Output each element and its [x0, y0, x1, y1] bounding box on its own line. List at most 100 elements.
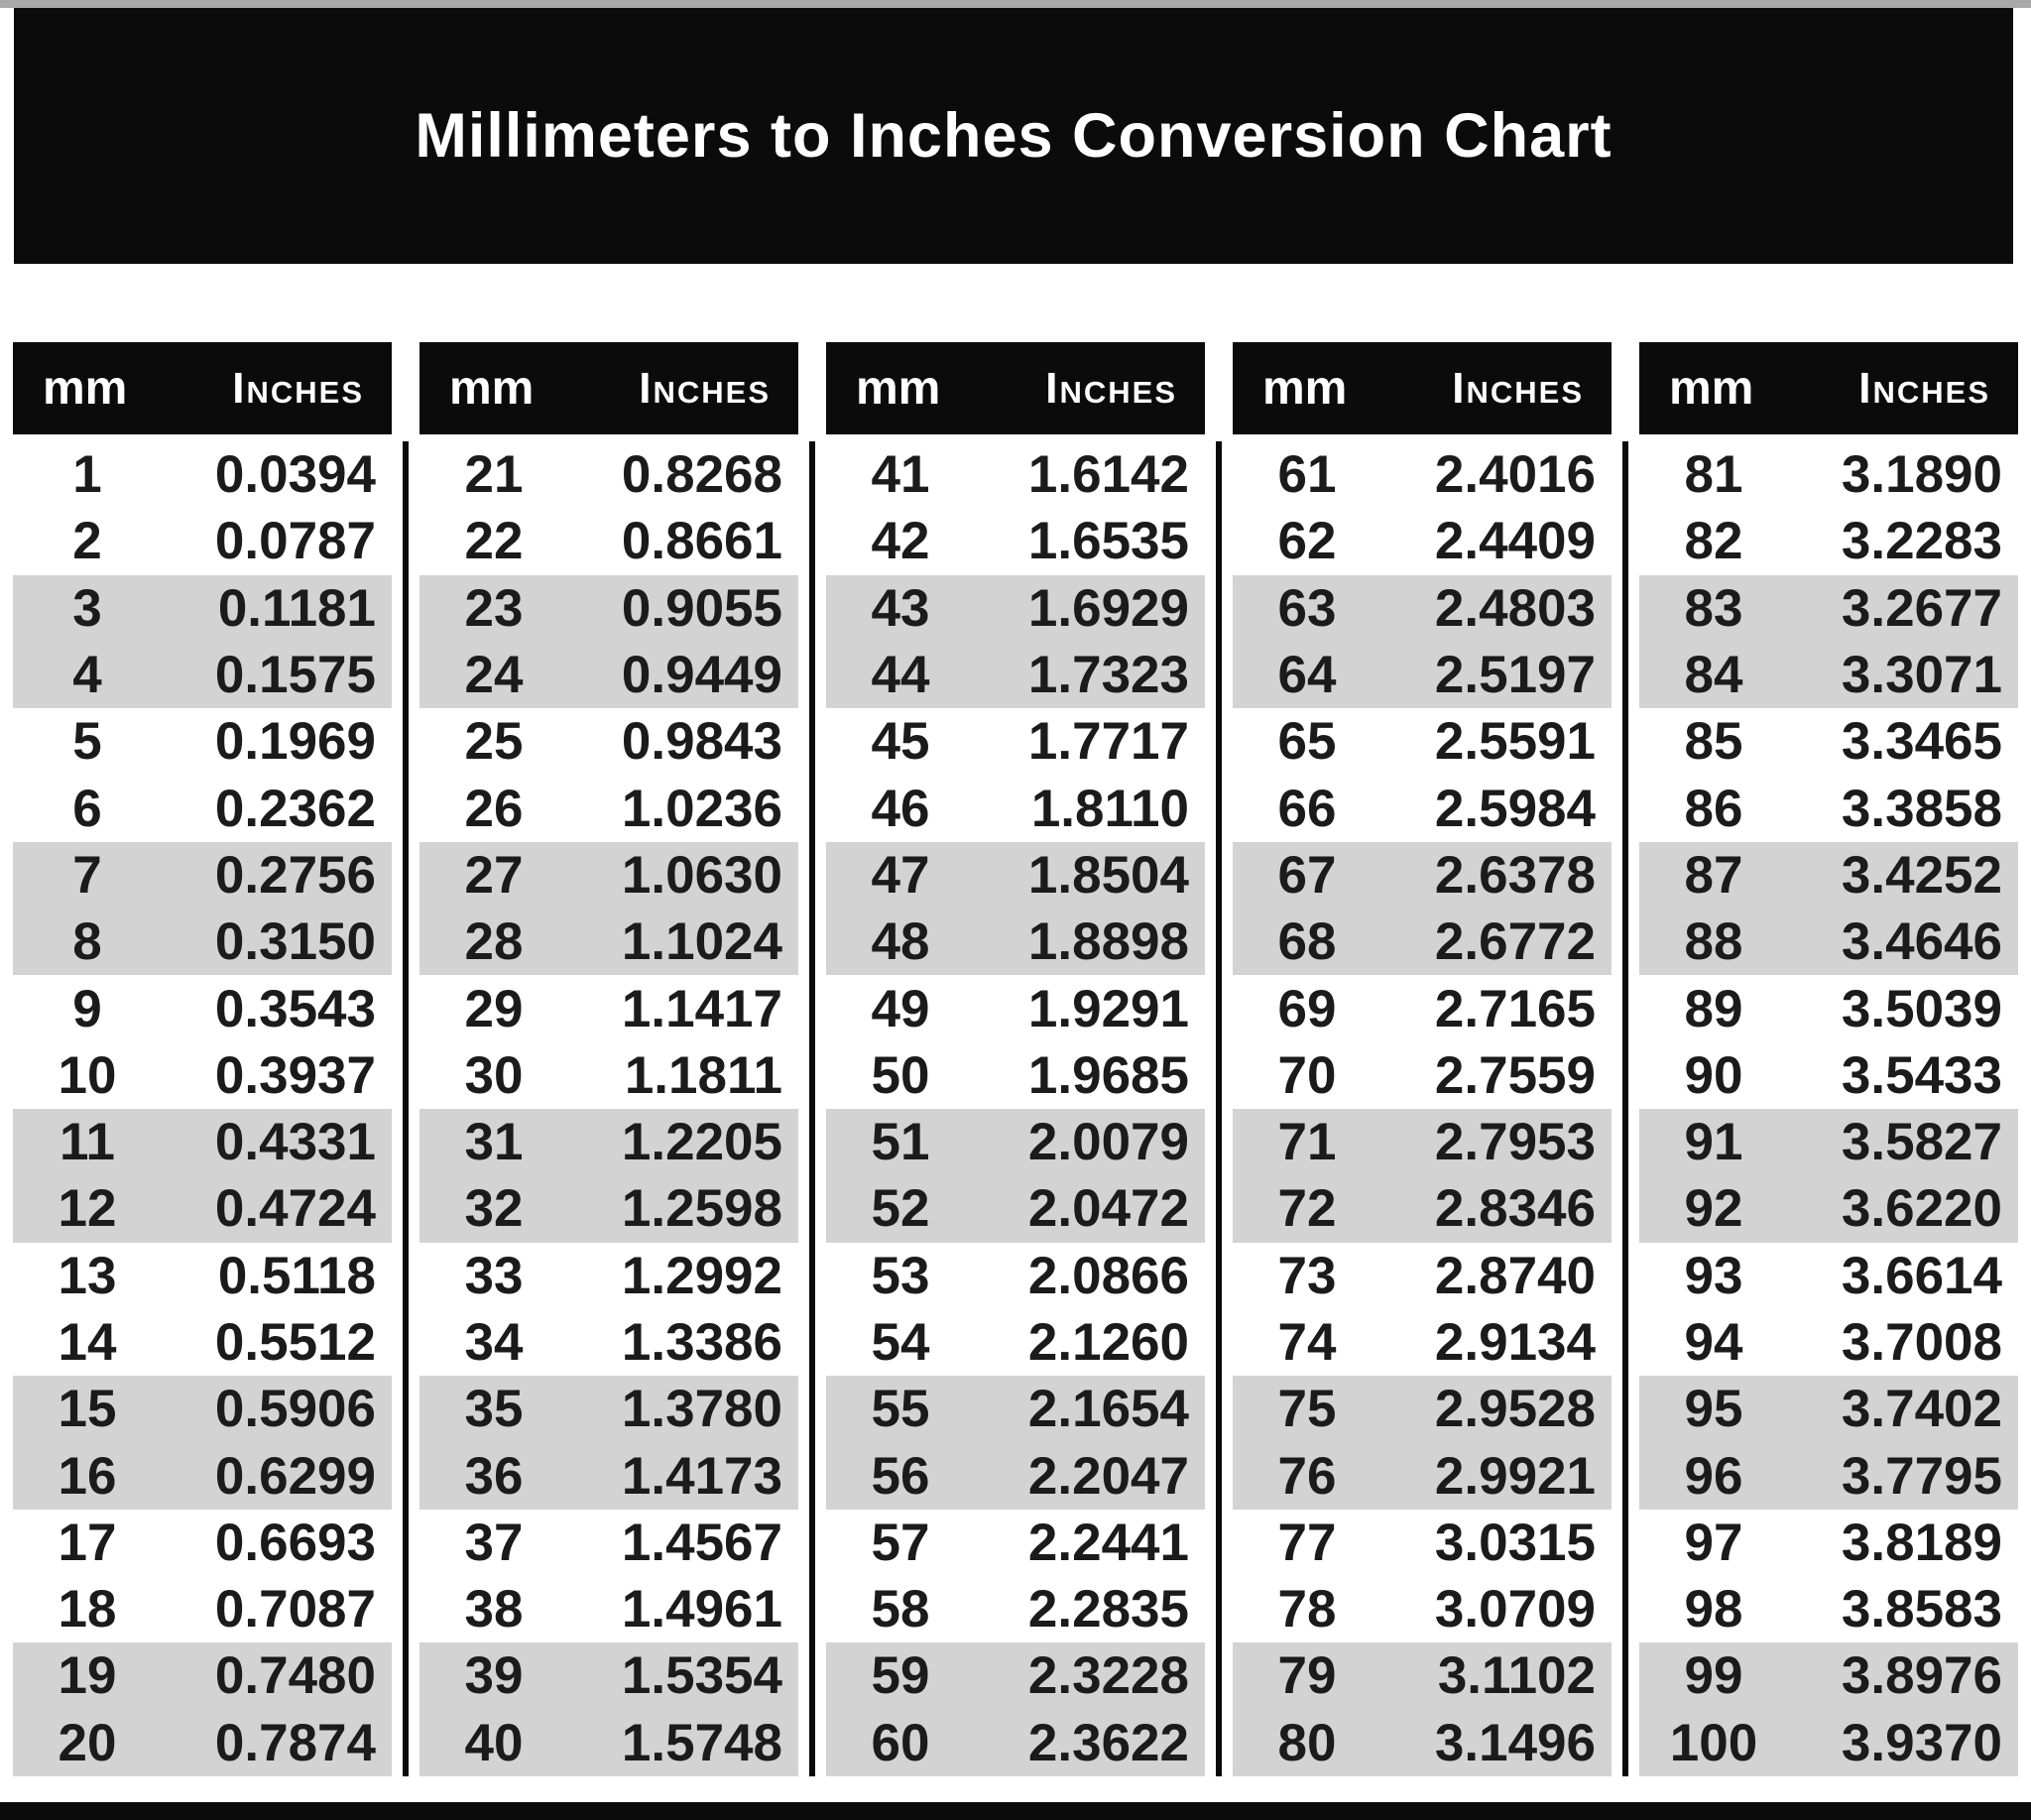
mm-value: 23	[464, 578, 524, 638]
inches-value: 0.1969	[214, 712, 376, 772]
table-row: 38 1.4961	[419, 1576, 798, 1642]
mm-value: 4	[72, 646, 102, 705]
mm-value: 81	[1684, 445, 1743, 505]
mm-value: 75	[1277, 1380, 1337, 1439]
inches-value: 1.0630	[621, 845, 782, 905]
table-row: 51 2.0079	[826, 1108, 1205, 1176]
table-row: 24 0.9449	[419, 641, 798, 709]
mm-value: 7	[72, 845, 102, 905]
mm-value: 27	[464, 845, 524, 905]
mm-value: 47	[871, 845, 930, 905]
mm-column-header: mm	[856, 362, 941, 415]
table-row: 17 0.6693	[13, 1510, 392, 1576]
inches-value: 0.2756	[214, 845, 376, 905]
inches-value: 1.8504	[1027, 845, 1189, 905]
table-row: 81 3.1890	[1639, 441, 2018, 508]
mm-value: 3	[72, 578, 102, 638]
title-banner: Millimeters to Inches Conversion Chart	[14, 8, 2013, 264]
table-row: 86 3.3858	[1639, 775, 2018, 841]
table-row: 14 0.5512	[13, 1309, 392, 1376]
inches-value: 3.9370	[1841, 1713, 2002, 1772]
inches-column-header: Inches	[1045, 363, 1177, 413]
table-row: 89 3.5039	[1639, 975, 2018, 1041]
mm-value: 80	[1277, 1713, 1337, 1772]
table-row: 71 2.7953	[1233, 1108, 1612, 1176]
table-row: 4 0.1575	[13, 641, 392, 709]
table-row: 99 3.8976	[1639, 1642, 2018, 1710]
inches-column-header: Inches	[1452, 363, 1584, 413]
group-header: mm Inches	[826, 342, 1205, 434]
inches-value: 0.1575	[214, 646, 376, 705]
table-row: 97 3.8189	[1639, 1510, 2018, 1576]
inches-value: 3.8189	[1841, 1513, 2002, 1572]
inches-value: 0.5906	[214, 1380, 376, 1439]
table-row: 40 1.5748	[419, 1709, 798, 1776]
inches-value: 0.2362	[214, 779, 376, 838]
table-row: 93 3.6614	[1639, 1243, 2018, 1309]
inches-value: 0.5118	[217, 1246, 376, 1305]
table-row: 8 0.3150	[13, 909, 392, 976]
mm-value: 89	[1684, 979, 1743, 1038]
inches-value: 1.4567	[621, 1513, 782, 1572]
mm-value: 92	[1684, 1179, 1743, 1239]
group-rows: 41 1.6142 42 1.6535 43 1.6929 44 1.7323 …	[826, 441, 1205, 1776]
mm-value: 90	[1684, 1045, 1743, 1105]
table-row: 46 1.8110	[826, 775, 1205, 841]
table-row: 76 2.9921	[1233, 1442, 1612, 1510]
mm-value: 66	[1277, 779, 1337, 838]
inches-value: 3.5039	[1841, 979, 2002, 1038]
column-groups: mm Inches 1 0.0394 2 0.0787 3 0.1181 4 0…	[13, 342, 2018, 1776]
mm-value: 73	[1277, 1246, 1337, 1305]
mm-column-header: mm	[43, 362, 128, 415]
mm-value: 26	[464, 779, 524, 838]
table-row: 72 2.8346	[1233, 1175, 1612, 1243]
inches-value: 3.3465	[1841, 712, 2002, 772]
inches-value: 0.7087	[214, 1580, 376, 1639]
inches-value: 0.3543	[214, 979, 376, 1038]
mm-value: 54	[871, 1313, 930, 1372]
inches-value: 1.2205	[621, 1113, 782, 1172]
inches-value: 3.0315	[1434, 1513, 1596, 1572]
mm-value: 61	[1277, 445, 1337, 505]
mm-value: 43	[871, 578, 930, 638]
inches-value: 0.7874	[214, 1713, 376, 1772]
table-row: 9 0.3543	[13, 975, 392, 1041]
table-row: 41 1.6142	[826, 441, 1205, 508]
mm-value: 15	[58, 1380, 117, 1439]
mm-value: 6	[72, 779, 102, 838]
mm-value: 48	[871, 912, 930, 972]
table-row: 58 2.2835	[826, 1576, 1205, 1642]
inches-value: 2.2441	[1027, 1513, 1189, 1572]
table-row: 68 2.6772	[1233, 909, 1612, 976]
inches-value: 2.9921	[1434, 1446, 1596, 1506]
mm-value: 87	[1684, 845, 1743, 905]
mm-value: 64	[1277, 646, 1337, 705]
column-divider	[809, 441, 815, 1776]
table-row: 85 3.3465	[1639, 708, 2018, 775]
mm-value: 93	[1684, 1246, 1743, 1305]
inches-value: 2.5591	[1434, 712, 1596, 772]
mm-value: 59	[871, 1646, 930, 1706]
inches-value: 3.8583	[1841, 1580, 2002, 1639]
mm-value: 68	[1277, 912, 1337, 972]
table-row: 100 3.9370	[1639, 1709, 2018, 1776]
mm-value: 99	[1684, 1646, 1743, 1706]
inches-value: 1.2992	[621, 1246, 782, 1305]
mm-value: 62	[1277, 512, 1337, 571]
table-row: 34 1.3386	[419, 1309, 798, 1376]
table-row: 75 2.9528	[1233, 1376, 1612, 1443]
inches-value: 1.7323	[1027, 646, 1189, 705]
mm-value: 83	[1684, 578, 1743, 638]
table-row: 44 1.7323	[826, 641, 1205, 709]
mm-value: 21	[464, 445, 524, 505]
mm-value: 32	[464, 1179, 524, 1239]
inches-value: 2.3228	[1027, 1646, 1189, 1706]
inches-value: 0.8661	[621, 512, 782, 571]
table-row: 28 1.1024	[419, 909, 798, 976]
column-group-21-40: mm Inches 21 0.8268 22 0.8661 23 0.9055 …	[419, 342, 798, 1776]
column-group-81-100: mm Inches 81 3.1890 82 3.2283 83 3.2677 …	[1639, 342, 2018, 1776]
mm-value: 17	[58, 1513, 117, 1572]
table-row: 20 0.7874	[13, 1709, 392, 1776]
mm-value: 14	[58, 1313, 117, 1372]
inches-value: 3.4646	[1841, 912, 2002, 972]
